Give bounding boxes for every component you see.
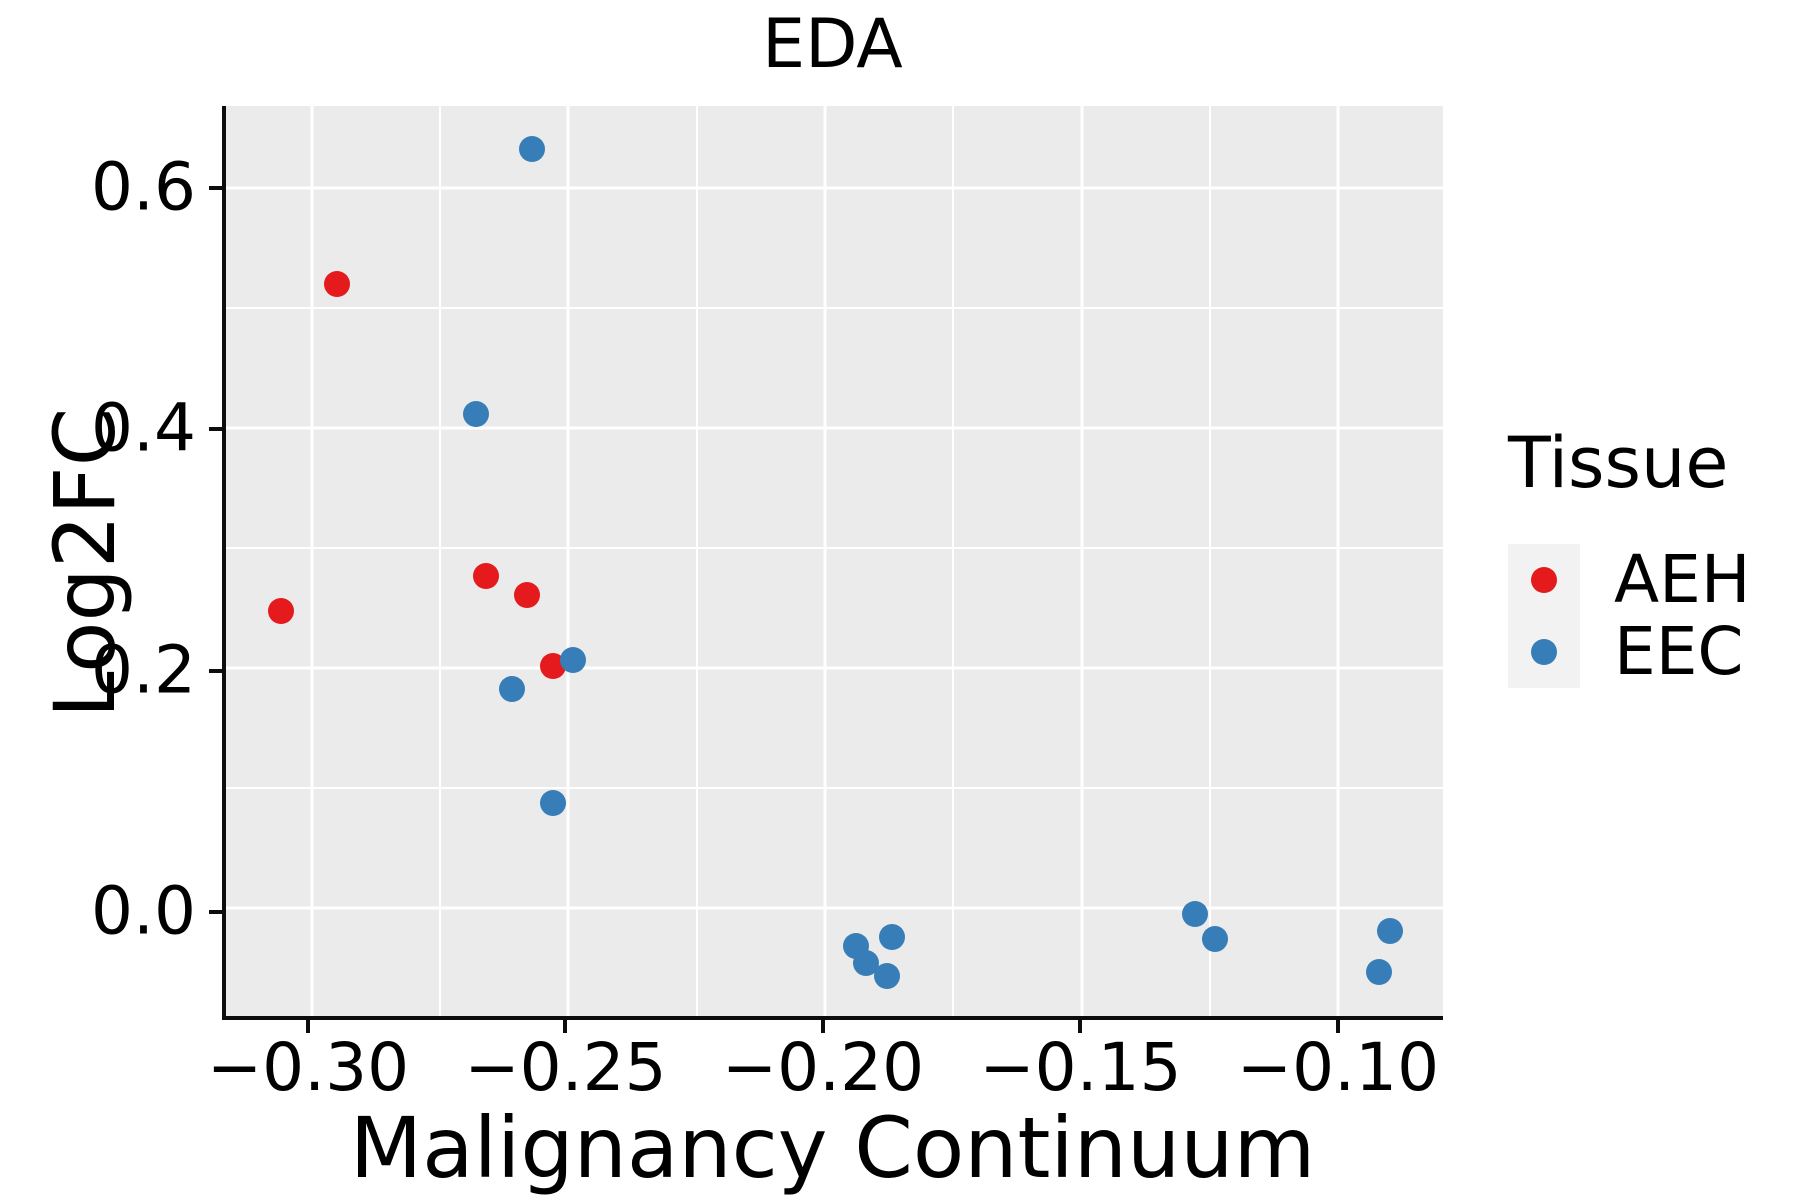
gridline-major-vertical [566,106,570,1016]
y-tick-label: 0.0 [91,872,196,950]
x-tick-label: −0.20 [721,1029,925,1106]
x-tick-label: −0.30 [206,1029,410,1106]
x-tick-label: −0.10 [1236,1029,1440,1106]
data-point-eec [1181,901,1208,928]
x-axis-title: Malignancy Continuum [349,1099,1316,1197]
data-point-eec [462,400,489,427]
aeh-dot-icon [1531,567,1557,593]
y-tick-label: 0.6 [91,148,196,226]
x-tick-label: −0.15 [979,1029,1182,1106]
y-axis-tick [209,668,222,673]
data-point-eec [539,789,566,816]
gridline-minor-horizontal [226,547,1443,550]
data-point-eec [873,962,900,989]
legend-label-aeh: AEH [1614,540,1751,618]
gridline-major-horizontal [226,426,1443,430]
gridline-major-vertical [1336,106,1340,1016]
gridline-major-vertical [1080,106,1084,1016]
gridline-minor-vertical [952,106,955,1016]
data-point-eec [498,675,525,702]
gridline-minor-vertical [695,106,698,1016]
y-axis-tick [209,910,222,914]
data-point-eec [878,924,905,951]
gridline-major-horizontal [226,186,1443,190]
data-point-eec [519,136,546,163]
gridline-minor-horizontal [226,306,1443,309]
x-axis-tick [306,1020,310,1033]
x-axis-tick [1078,1020,1083,1033]
y-axis-tick [209,186,222,191]
gridline-major-vertical [310,106,314,1016]
gridline-major-horizontal [226,906,1443,910]
x-axis-tick [563,1020,568,1033]
data-point-aeh [473,562,500,589]
data-point-eec [1202,925,1229,952]
data-point-aeh [514,581,541,608]
data-point-aeh [324,270,351,297]
x-tick-label: −0.25 [464,1029,667,1106]
legend-key-eec [1508,616,1580,688]
legend-entry-aeh: AEH [1508,540,1751,618]
legend-label-eec: EEC [1614,612,1744,690]
legend-title: Tissue [1508,422,1729,504]
x-axis-tick [1335,1020,1340,1033]
x-axis-tick [820,1020,825,1033]
data-point-eec [560,646,587,673]
gridline-major-horizontal [226,666,1443,670]
eec-dot-icon [1531,639,1557,665]
legend: Tissue AEH EEC [1508,425,1750,688]
legend-entry-eec: EEC [1508,612,1750,690]
gridline-major-vertical [823,106,827,1016]
plot-panel [222,106,1443,1020]
gridline-minor-vertical [1208,106,1211,1016]
data-point-aeh [267,597,294,624]
data-point-eec [1376,918,1403,945]
gridline-minor-vertical [439,106,442,1016]
y-axis-tick [209,427,222,432]
gridline-minor-horizontal [226,787,1443,790]
legend-key-aeh [1508,544,1580,616]
data-point-eec [1366,959,1393,986]
y-tick-label: 0.4 [91,390,196,468]
plot-title: EDA [762,5,903,84]
y-tick-label: 0.2 [91,631,196,709]
